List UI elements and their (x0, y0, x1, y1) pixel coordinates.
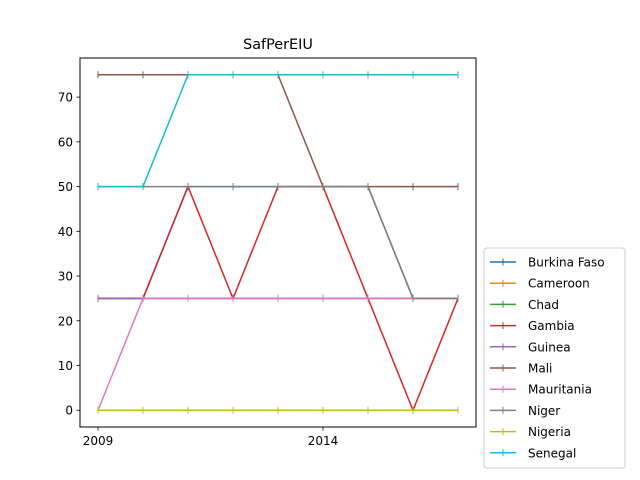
legend-label: Chad (528, 298, 559, 312)
x-tick-label: 2009 (83, 434, 114, 448)
legend-label: Burkina Faso (528, 256, 605, 270)
y-tick-label: 50 (58, 180, 73, 194)
legend-frame (483, 247, 626, 469)
series-senegal (97, 71, 459, 191)
legend-item: Mali (490, 362, 552, 376)
legend-item: Mauritania (490, 383, 592, 397)
legend-item: Chad (490, 298, 559, 312)
legend-item: Cameroon (490, 277, 590, 291)
chart-title: SafPerEIU (243, 37, 313, 53)
legend-label: Cameroon (528, 277, 590, 291)
plot-frame (79, 57, 477, 428)
y-tick-label: 40 (58, 225, 73, 239)
y-tick-label: 0 (65, 404, 73, 418)
legend-label: Nigeria (528, 425, 571, 439)
legend-label: Guinea (528, 340, 571, 354)
series-layer (97, 71, 459, 414)
legend: Burkina Faso Cameroon Chad Gambia Guinea Mali… (483, 247, 626, 469)
y-tick-label: 70 (58, 91, 73, 105)
axes-layer: 0 10 20 30 40 50 60 70 2009 2014 (58, 91, 339, 448)
y-tick-label: 20 (58, 314, 73, 328)
legend-item: Nigeria (490, 425, 571, 439)
legend-item: Guinea (490, 340, 571, 354)
y-tick-label: 30 (58, 270, 73, 284)
legend-item: Senegal (490, 446, 576, 460)
x-tick-label: 2014 (308, 434, 339, 448)
legend-label: Mauritania (528, 383, 592, 397)
legend-item: Gambia (490, 319, 575, 333)
series-nigeria (97, 406, 459, 414)
legend-label: Mali (528, 362, 552, 376)
y-tick-label: 10 (58, 359, 73, 373)
legend-item: Burkina Faso (490, 256, 605, 270)
legend-label: Senegal (528, 446, 576, 460)
legend-item: Niger (490, 404, 560, 418)
legend-label: Gambia (528, 319, 575, 333)
legend-label: Niger (528, 404, 560, 418)
y-tick-label: 60 (58, 135, 73, 149)
